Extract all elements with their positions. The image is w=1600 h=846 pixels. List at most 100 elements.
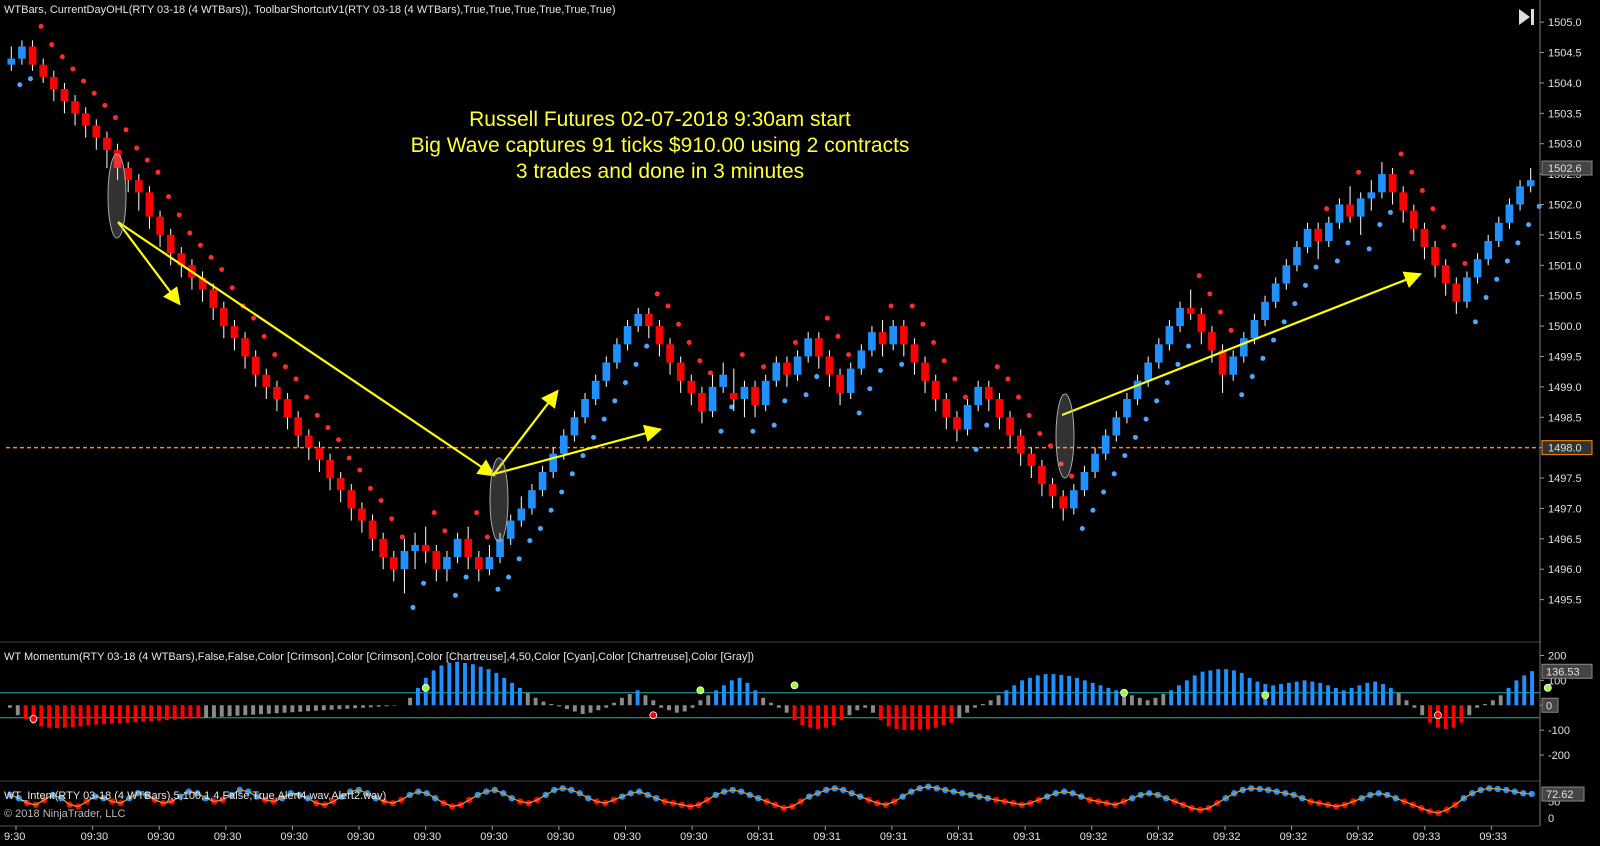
price-bar [1484,240,1493,260]
trailing-dot [941,358,947,364]
price-bar [581,399,589,418]
price-tick-label: 1498.5 [1548,412,1582,424]
price-bar [655,326,664,345]
momentum-tick-label: -100 [1548,725,1570,737]
trailing-dot [187,230,193,236]
trailing-dot [718,428,724,434]
price-bar [1176,307,1184,327]
trailing-dot [442,528,448,534]
x-tick-label: 09:30 [280,831,308,843]
trailing-dot [1111,471,1117,477]
price-bar [836,374,844,393]
trailing-dot [1101,489,1107,495]
x-tick-label: 09:32 [1080,831,1108,843]
trailing-dot [877,367,883,373]
trailing-dot [792,339,798,345]
trade-arrow [117,221,496,477]
price-bar [528,490,536,509]
price-bar [49,76,58,90]
trailing-dot [293,376,299,382]
price-bar [1431,247,1439,266]
price-bar [942,399,951,418]
trailing-dot [484,534,490,540]
price-bar [464,538,473,558]
price-bar [389,557,398,570]
trailing-dot [1409,169,1415,175]
last-price-label: 1502.6 [1548,163,1582,175]
trailing-dot [994,364,1000,370]
price-bar [1038,465,1046,485]
price-bar [273,386,281,400]
trailing-dot [856,410,862,416]
entry-highlight [1055,393,1075,479]
trailing-dot [920,321,926,327]
price-bar [283,399,292,418]
price-bar [634,313,643,327]
trailing-dot [899,361,905,367]
price-bar [60,89,69,102]
trailing-dot [814,374,820,380]
trailing-dot [973,446,979,452]
trailing-dot [1090,507,1096,513]
trailing-dot [1430,206,1436,212]
trailing-dot [1047,443,1053,449]
price-bar [825,356,834,375]
x-tick-label: 09:31 [747,831,775,843]
price-bar [1356,198,1365,217]
price-bar [134,180,143,193]
momentum-signal-dot [696,686,705,695]
trade-arrow [1061,271,1423,417]
trade-arrow [493,389,559,475]
trailing-dot [1005,376,1011,382]
price-bar [1016,435,1025,454]
trailing-dot [1154,398,1160,404]
price-bar [1261,301,1269,320]
trailing-dot [251,315,257,321]
entry-highlight [107,153,127,239]
price-bar [751,386,759,406]
trailing-dot [1504,258,1510,264]
trailing-dot [516,556,522,562]
price-bar [304,435,313,448]
price-bar [698,392,706,412]
trailing-dot [314,412,320,418]
price-panel-title: WTBars, CurrentDayOHL(RTY 03-18 (4 WTBar… [4,4,616,16]
price-bar [644,313,653,327]
price-bar [1378,174,1386,193]
intent-panel [0,780,1540,817]
price-bar [931,380,940,400]
momentum-signal-dot [1261,691,1270,700]
momentum-last-label: 136.53 [1546,666,1580,678]
price-bar [1059,496,1068,509]
level-label: 1498.0 [1548,443,1582,455]
trailing-dot [421,580,427,586]
trailing-dot [909,303,915,309]
price-bar [719,374,728,387]
trailing-dot [357,467,363,473]
price-bar [559,435,568,454]
trailing-dot [208,254,214,260]
skip-to-end-button[interactable] [1514,4,1540,30]
price-bar [1112,417,1121,436]
price-tick-label: 1503.0 [1548,139,1582,151]
skip-to-end-icon [1519,9,1534,25]
price-bar [1208,332,1216,351]
trailing-dot [633,361,639,367]
trailing-dot [123,127,129,133]
trailing-dot [70,66,76,72]
price-bar [1314,228,1323,241]
intent-dot [7,791,14,799]
price-bar [400,550,409,570]
price-bar [868,332,876,351]
price-bar [1516,186,1524,205]
price-bar [18,46,26,59]
price-bar [623,326,632,345]
price-bar [294,417,303,436]
trailing-dot [622,380,628,386]
trailing-dot [665,303,671,309]
trailing-dot [1302,282,1308,288]
price-bar [857,350,866,369]
price-tick-label: 1503.5 [1548,108,1582,120]
price-bar [708,386,717,412]
